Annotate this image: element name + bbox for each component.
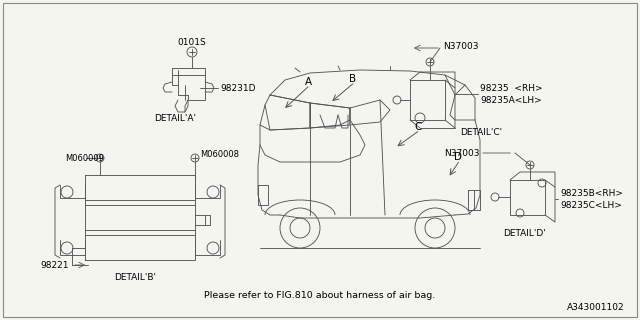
Text: M060009: M060009 [65, 154, 104, 163]
Text: 98235C<LH>: 98235C<LH> [560, 201, 622, 210]
Text: 98221: 98221 [40, 260, 68, 269]
Text: 98235B<RH>: 98235B<RH> [560, 188, 623, 197]
Text: Please refer to FIG.810 about harness of air bag.: Please refer to FIG.810 about harness of… [204, 291, 436, 300]
Text: DETAIL'D': DETAIL'D' [504, 228, 547, 237]
Text: 98235A<LH>: 98235A<LH> [480, 95, 541, 105]
Text: N37003: N37003 [443, 42, 479, 51]
Text: DETAIL'A': DETAIL'A' [154, 114, 196, 123]
Text: M060008: M060008 [200, 149, 239, 158]
Text: D: D [454, 152, 462, 162]
Text: 0101S: 0101S [178, 37, 206, 46]
Text: 98235  <RH>: 98235 <RH> [480, 84, 543, 92]
Text: DETAIL'C': DETAIL'C' [460, 127, 502, 137]
Text: A343001102: A343001102 [568, 302, 625, 311]
Text: DETAIL'B': DETAIL'B' [114, 274, 156, 283]
Text: C: C [414, 122, 422, 132]
Text: B: B [349, 74, 356, 84]
Text: N37003: N37003 [445, 148, 480, 157]
Text: 98231D: 98231D [220, 84, 255, 92]
Text: A: A [305, 77, 312, 87]
